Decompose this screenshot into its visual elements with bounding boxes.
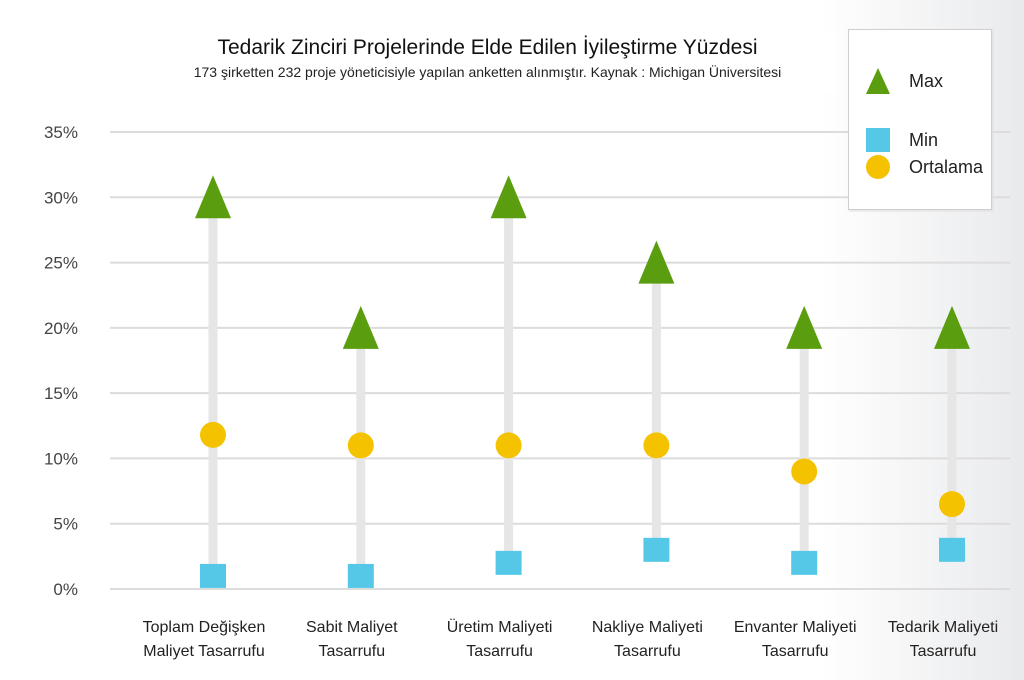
min-marker (791, 550, 818, 575)
y-tick-label: 15% (44, 384, 78, 403)
chart-title-box: Tedarik Zinciri Projelerinde Elde Edilen… (140, 30, 835, 92)
triangle-icon (866, 68, 890, 94)
legend-item-avg: Ortalama (849, 152, 983, 182)
chart-title: Tedarik Zinciri Projelerinde Elde Edilen… (217, 36, 758, 59)
x-tick-label: Toplam Değişken (143, 619, 266, 636)
x-tick-label: Üretim Maliyeti (447, 618, 553, 636)
avg-marker (495, 432, 522, 459)
max-marker (934, 305, 970, 349)
x-tick-label: Tedarik Maliyeti (888, 619, 998, 636)
legend-item-min: Min (849, 125, 938, 155)
min-marker (347, 563, 374, 588)
max-marker (342, 305, 379, 349)
legend-label: Ortalama (909, 156, 984, 177)
y-tick-label: 10% (44, 449, 78, 468)
legend-label: Max (909, 70, 944, 91)
y-tick-label: 5% (53, 515, 78, 534)
y-tick-label: 25% (44, 254, 78, 273)
max-marker (195, 175, 231, 219)
avg-marker (347, 432, 374, 459)
legend: Max Min Ortalama (848, 29, 992, 210)
avg-marker (643, 432, 670, 459)
y-tick-label: 20% (44, 319, 78, 338)
x-tick-label: Envanter Maliyeti (734, 619, 857, 636)
avg-marker (791, 458, 818, 485)
max-marker (490, 175, 527, 219)
y-tick-label: 0% (53, 580, 78, 599)
x-tick-label: Sabit Maliyet (306, 619, 398, 636)
x-tick-label: Tasarrufu (762, 643, 829, 660)
x-tick-label: Nakliye Maliyeti (592, 619, 703, 636)
square-icon (866, 128, 890, 152)
max-marker (786, 305, 823, 349)
legend-label: Min (909, 129, 939, 150)
y-tick-label: 35% (44, 123, 78, 142)
legend-item-max: Max (849, 66, 943, 96)
min-marker (939, 537, 965, 562)
chart-subtitle: 173 şirketten 232 proje yöneticisiyle ya… (193, 64, 782, 80)
avg-marker (939, 491, 965, 518)
min-marker (643, 537, 670, 562)
x-tick-label: Tasarrufu (910, 643, 977, 660)
x-tick-label: Tasarrufu (318, 643, 385, 660)
x-tick-label: Tasarrufu (614, 643, 681, 660)
max-marker (638, 240, 675, 284)
x-tick-label: Tasarrufu (466, 643, 533, 660)
x-tick-label: Maliyet Tasarrufu (143, 643, 265, 660)
y-tick-label: 30% (44, 188, 78, 207)
min-marker (495, 550, 522, 575)
avg-marker (200, 421, 226, 448)
circle-icon (866, 155, 890, 179)
min-marker (200, 563, 226, 588)
